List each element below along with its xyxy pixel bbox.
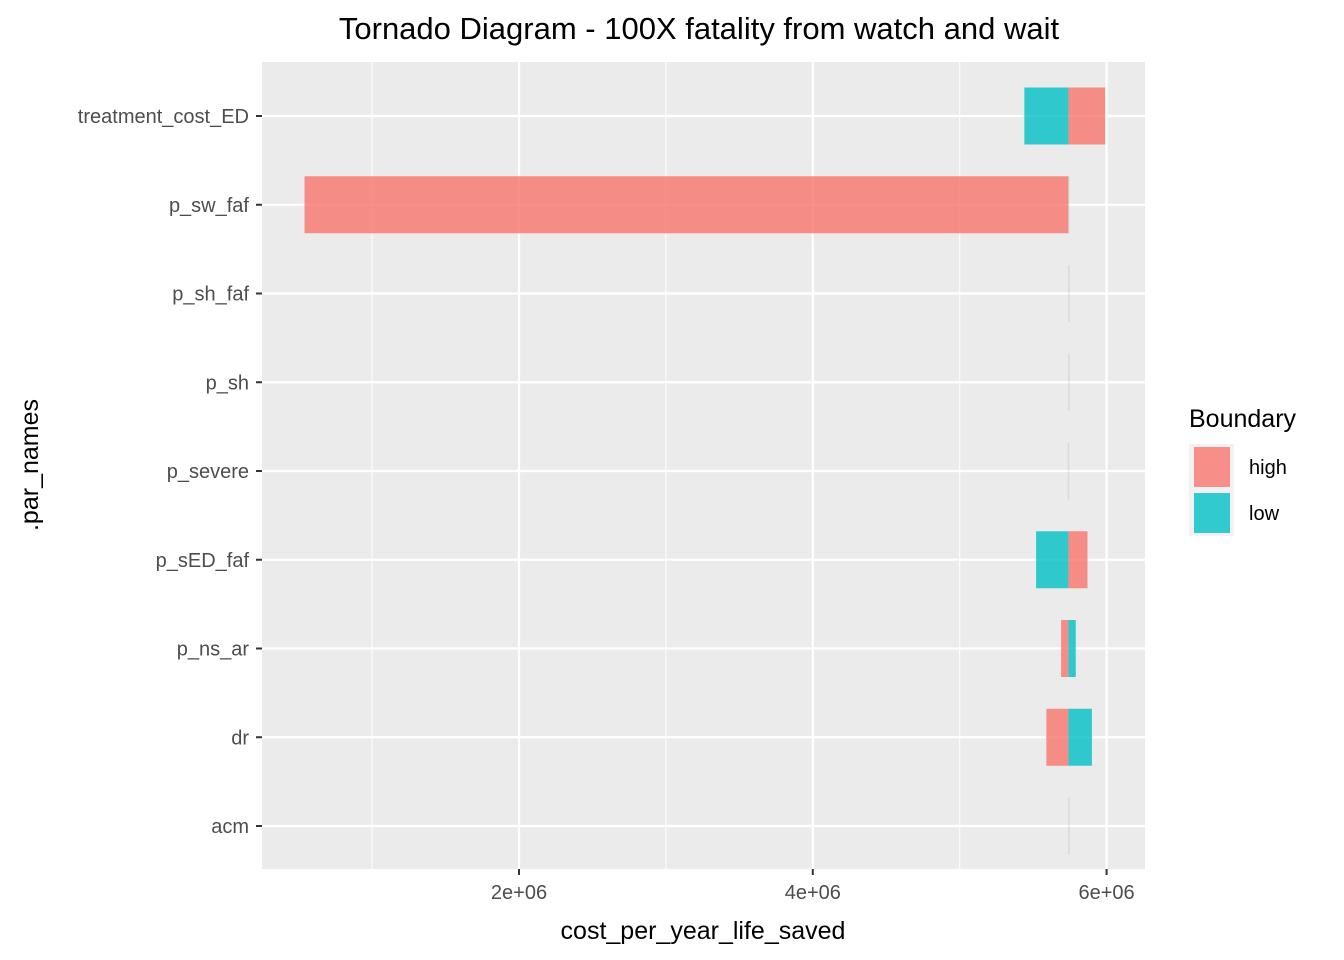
y-tick-label: p_severe	[167, 461, 249, 483]
x-axis-title: cost_per_year_life_saved	[561, 917, 846, 945]
bar-low-p_sED_faf	[1036, 531, 1069, 589]
bar-high-p_sh_faf	[1068, 265, 1070, 322]
bar-low-acm	[1068, 797, 1070, 855]
chart-title: Tornado Diagram - 100X fatality from wat…	[339, 11, 1060, 46]
legend-label-low: low	[1249, 503, 1280, 525]
bar-high-p_sw_faf	[304, 176, 1069, 234]
bar-high-p_sED_faf	[1068, 531, 1088, 589]
y-axis: treatment_cost_ED p_sw_faf p_sh_faf p_sh p_s…	[78, 106, 262, 838]
y-axis-title: .par_names	[16, 399, 44, 531]
bar-low-p_severe	[1067, 442, 1069, 500]
bar-high-treatment_cost_ED	[1068, 87, 1106, 145]
bar-high-p_ns_ar	[1061, 620, 1069, 677]
bar-low-p_sh_faf	[1068, 265, 1070, 322]
y-tick-label: treatment_cost_ED	[78, 106, 249, 128]
y-tick-label: p_sh_faf	[172, 284, 249, 306]
y-tick-label: p_sw_faf	[169, 195, 249, 217]
legend-key-low	[1194, 493, 1230, 533]
y-tick-label: p_ns_ar	[177, 639, 250, 661]
bars	[304, 87, 1106, 855]
bar-high-p_sh	[1068, 353, 1070, 411]
y-tick-label: p_sh	[206, 372, 249, 394]
y-tick-label: dr	[231, 727, 249, 749]
y-tick-label: p_sED_faf	[156, 550, 250, 572]
y-tick-label: acm	[211, 816, 249, 838]
legend-key-high	[1194, 447, 1230, 487]
bar-low-p_sw_faf	[1068, 176, 1070, 234]
bar-low-p_ns_ar	[1068, 620, 1076, 677]
x-tick-label: 2e+06	[491, 882, 547, 904]
legend: Boundary high low	[1189, 405, 1297, 536]
bar-high-acm	[1068, 797, 1070, 855]
x-axis: 2e+06 4e+06 6e+06	[491, 869, 1135, 904]
legend-title: Boundary	[1189, 405, 1297, 433]
legend-label-high: high	[1249, 457, 1287, 479]
x-tick-label: 6e+06	[1079, 882, 1135, 904]
x-tick-label: 4e+06	[785, 882, 841, 904]
bar-low-treatment_cost_ED	[1024, 87, 1069, 145]
bar-low-dr	[1068, 708, 1092, 766]
bar-high-p_severe	[1068, 442, 1070, 500]
bar-low-p_sh	[1068, 353, 1070, 411]
bar-high-dr	[1046, 708, 1069, 766]
